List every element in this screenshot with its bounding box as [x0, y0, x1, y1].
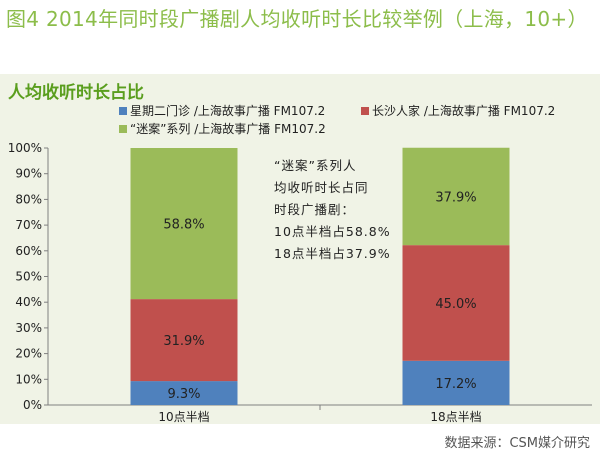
annotation-line: “迷案”系列人	[274, 158, 356, 173]
y-tick-label: 0%	[23, 398, 42, 412]
chart-title: 人均收听时长占比	[8, 83, 144, 103]
data-label: 45.0%	[435, 297, 476, 312]
data-label: 31.9%	[163, 334, 204, 349]
legend-label: 长沙人家 /上海故事广播 FM107.2	[372, 103, 555, 118]
x-tick-label: 10点半档	[158, 410, 209, 424]
annotation-line: 10点半档占58.8%	[274, 224, 391, 239]
y-tick-label: 30%	[15, 321, 42, 335]
y-tick-label: 10%	[15, 372, 42, 386]
legend-label: “迷案”系列 /上海故事广播 FM107.2	[130, 121, 326, 136]
y-tick-label: 70%	[15, 218, 42, 232]
legend-label: 星期二门诊 /上海故事广播 FM107.2	[130, 103, 325, 118]
y-tick-label: 90%	[15, 167, 42, 181]
x-tick-label: 18点半档	[430, 410, 481, 424]
legend-swatch	[119, 107, 127, 115]
figure-title: 图4 2014年同时段广播剧人均收听时长比较举例（上海，10+）	[6, 7, 588, 31]
y-tick-label: 80%	[15, 192, 42, 206]
y-tick-label: 60%	[15, 244, 42, 258]
y-tick-label: 50%	[15, 270, 42, 284]
annotation-line: 均收听时长占同	[274, 180, 369, 195]
legend-swatch	[361, 107, 369, 115]
bar-segment	[402, 147, 510, 246]
annotation-line: 18点半档占37.9%	[274, 246, 391, 261]
data-label: 58.8%	[163, 218, 204, 233]
bar-segment	[402, 245, 510, 361]
legend-swatch	[119, 125, 127, 133]
bar-segment	[130, 148, 238, 300]
chart-panel: 人均收听时长占比 星期二门诊 /上海故事广播 FM107.2 长沙人家 /上海故事…	[0, 74, 600, 424]
bar-segment	[402, 360, 510, 405]
bar-segment	[130, 299, 238, 382]
data-label: 9.3%	[167, 387, 200, 402]
y-tick-label: 20%	[15, 347, 42, 361]
data-label: 37.9%	[435, 190, 476, 205]
source-note: 数据来源：CSM媒介研究	[444, 436, 590, 451]
y-tick-label: 40%	[15, 295, 42, 309]
stacked-bar-chart: 星期二门诊 /上海故事广播 FM107.2 长沙人家 /上海故事广播 FM107.…	[8, 103, 592, 424]
data-label: 17.2%	[435, 377, 476, 392]
y-tick-label: 100%	[8, 141, 42, 155]
annotation-line: 时段广播剧：	[274, 202, 355, 217]
bar-segment	[130, 381, 238, 405]
